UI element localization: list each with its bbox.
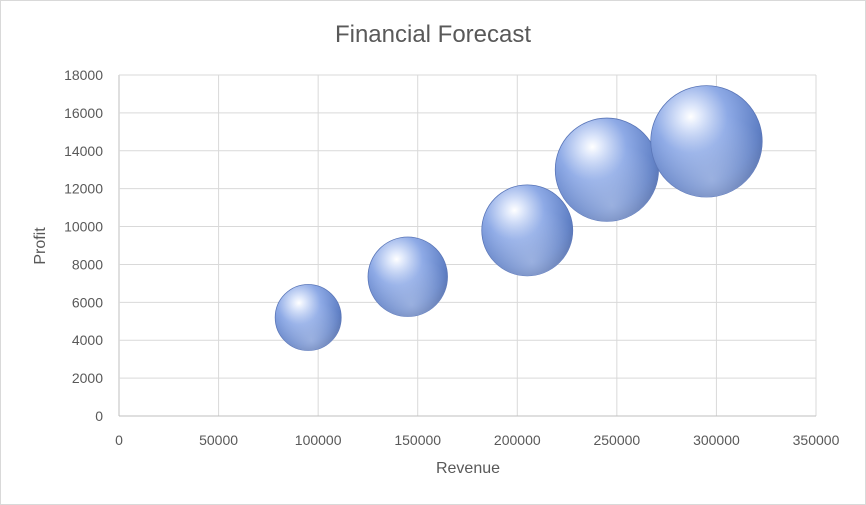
y-tick-label: 14000 bbox=[64, 143, 103, 159]
y-axis-ticks: 0 2000 4000 6000 8000 10000 12000 14000 16000 180… bbox=[64, 67, 103, 424]
bubble-shade bbox=[481, 184, 573, 276]
y-tick-label: 10000 bbox=[64, 219, 103, 235]
y-tick-label: 0 bbox=[95, 408, 103, 424]
x-axis-ticks: 0 50000 100000 150000 200000 250000 300000 3500… bbox=[115, 432, 839, 448]
bubble bbox=[367, 236, 448, 317]
y-tick-label: 16000 bbox=[64, 105, 103, 121]
bubble bbox=[554, 117, 659, 222]
bubble-shade bbox=[650, 85, 763, 198]
x-axis-title: Revenue bbox=[436, 460, 500, 477]
x-tick-label: 350000 bbox=[793, 432, 840, 448]
bubble bbox=[650, 85, 763, 198]
y-tick-label: 2000 bbox=[72, 370, 103, 386]
x-tick-label: 100000 bbox=[295, 432, 342, 448]
y-tick-label: 18000 bbox=[64, 67, 103, 83]
x-tick-label: 50000 bbox=[199, 432, 238, 448]
bubble-shade bbox=[275, 284, 342, 351]
y-tick-label: 4000 bbox=[72, 332, 103, 348]
x-tick-label: 250000 bbox=[593, 432, 640, 448]
bubble-shade bbox=[368, 237, 448, 317]
bubble-series bbox=[274, 85, 763, 351]
x-tick-label: 0 bbox=[115, 432, 123, 448]
bubble bbox=[274, 284, 342, 351]
y-axis-title: Profit bbox=[32, 227, 49, 265]
chart-title: Financial Forecast bbox=[335, 21, 531, 48]
x-tick-label: 150000 bbox=[394, 432, 441, 448]
bubble bbox=[481, 184, 574, 277]
x-tick-label: 300000 bbox=[693, 432, 740, 448]
y-tick-label: 8000 bbox=[72, 256, 103, 272]
y-tick-label: 6000 bbox=[72, 294, 103, 310]
bubble-shade bbox=[555, 118, 659, 222]
x-tick-label: 200000 bbox=[494, 432, 541, 448]
y-tick-label: 12000 bbox=[64, 181, 103, 197]
